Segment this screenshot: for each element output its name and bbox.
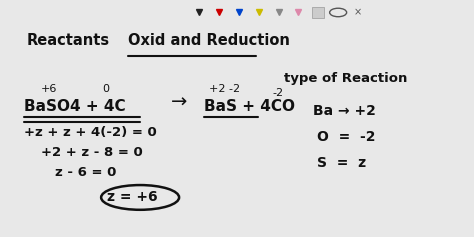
Text: type of Reaction: type of Reaction xyxy=(284,72,408,85)
Text: BaS + 4CO: BaS + 4CO xyxy=(204,99,295,114)
Text: +z + z + 4(-2) = 0: +z + z + 4(-2) = 0 xyxy=(24,126,157,139)
Text: Ba → +2: Ba → +2 xyxy=(313,105,375,118)
Text: Oxid and Reduction: Oxid and Reduction xyxy=(128,33,290,48)
Bar xyxy=(312,7,324,18)
Text: 0: 0 xyxy=(102,84,109,94)
Text: +6: +6 xyxy=(41,84,57,94)
Text: -2: -2 xyxy=(273,88,283,98)
Text: O  =  -2: O = -2 xyxy=(318,130,376,144)
Text: z - 6 = 0: z - 6 = 0 xyxy=(55,166,117,179)
Text: +2 + z - 8 = 0: +2 + z - 8 = 0 xyxy=(41,146,143,159)
Text: S  =  z: S = z xyxy=(318,156,366,170)
Text: ×: × xyxy=(354,8,362,18)
Text: →: → xyxy=(171,92,187,111)
Text: +2 -2: +2 -2 xyxy=(209,84,240,94)
Text: z = +6: z = +6 xyxy=(107,191,158,205)
Text: Reactants: Reactants xyxy=(27,33,110,48)
Text: BaSO4 + 4C: BaSO4 + 4C xyxy=(24,99,126,114)
